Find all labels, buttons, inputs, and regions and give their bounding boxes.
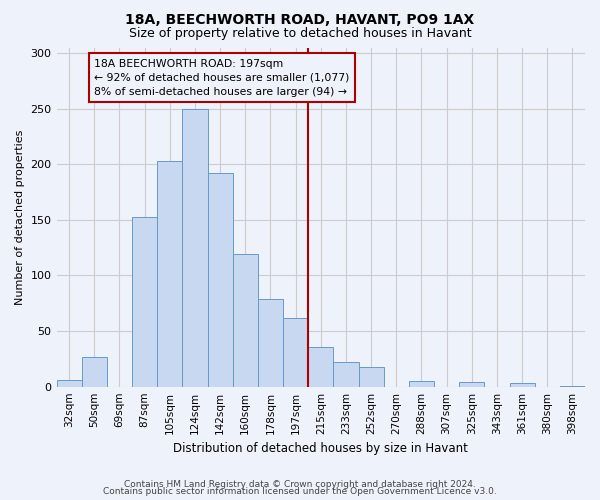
Text: 18A BEECHWORTH ROAD: 197sqm
← 92% of detached houses are smaller (1,077)
8% of s: 18A BEECHWORTH ROAD: 197sqm ← 92% of det… xyxy=(94,58,350,96)
Bar xyxy=(359,366,383,386)
Y-axis label: Number of detached properties: Number of detached properties xyxy=(15,130,25,305)
Bar xyxy=(208,173,233,386)
Bar xyxy=(258,299,283,386)
Bar xyxy=(308,346,334,387)
Bar xyxy=(334,362,359,386)
Text: Contains HM Land Registry data © Crown copyright and database right 2024.: Contains HM Land Registry data © Crown c… xyxy=(124,480,476,489)
Bar xyxy=(283,318,308,386)
Text: 18A, BEECHWORTH ROAD, HAVANT, PO9 1AX: 18A, BEECHWORTH ROAD, HAVANT, PO9 1AX xyxy=(125,12,475,26)
Bar xyxy=(56,380,82,386)
Bar xyxy=(157,161,182,386)
Bar xyxy=(132,216,157,386)
Bar xyxy=(509,384,535,386)
Bar xyxy=(409,381,434,386)
Bar xyxy=(233,254,258,386)
Bar xyxy=(182,108,208,386)
Text: Size of property relative to detached houses in Havant: Size of property relative to detached ho… xyxy=(128,28,472,40)
Bar xyxy=(82,356,107,386)
Text: Contains public sector information licensed under the Open Government Licence v3: Contains public sector information licen… xyxy=(103,487,497,496)
X-axis label: Distribution of detached houses by size in Havant: Distribution of detached houses by size … xyxy=(173,442,468,455)
Bar xyxy=(459,382,484,386)
